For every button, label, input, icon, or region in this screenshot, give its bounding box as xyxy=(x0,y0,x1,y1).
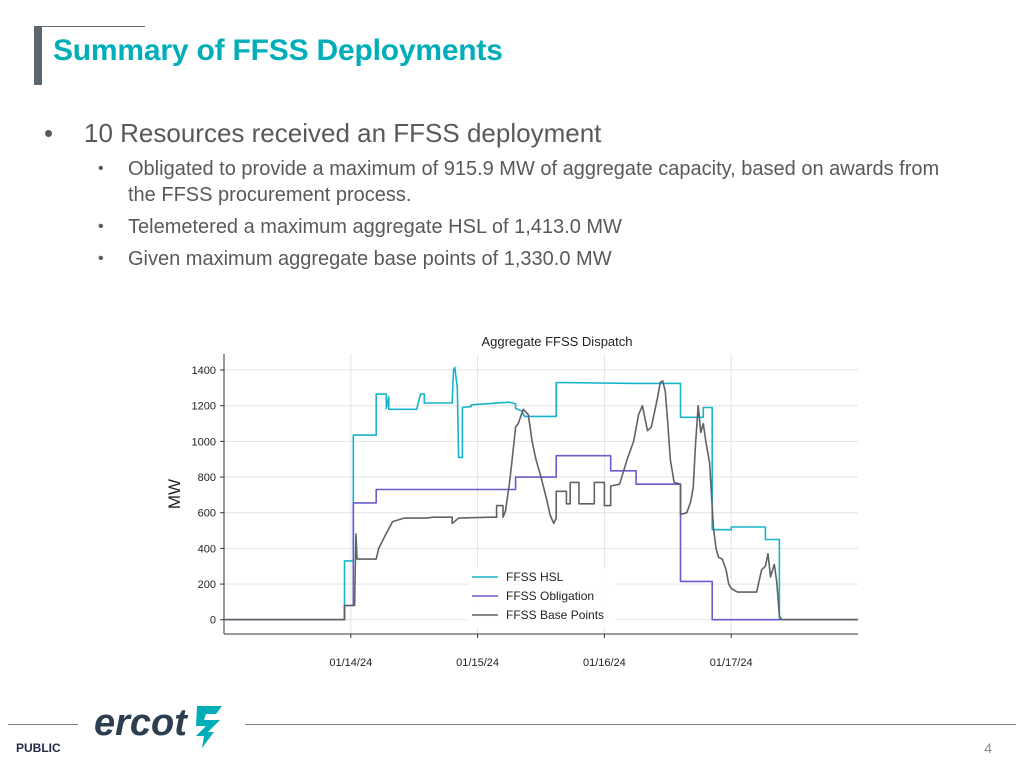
dispatch-chart: Aggregate FFSS Dispatch 0 200 400 600 800 1000… xyxy=(150,326,870,676)
legend-label: FFSS HSL xyxy=(506,570,564,584)
page-number: 4 xyxy=(984,740,992,756)
y-axis-label: MW xyxy=(165,479,184,509)
y-tick-label: 600 xyxy=(198,508,216,520)
series-line-2 xyxy=(224,380,858,621)
main-bullet-text: 10 Resources received an FFSS deployment xyxy=(84,118,602,148)
sub-bullet-text: Given maximum aggregate base points of 1… xyxy=(128,248,612,270)
logo-wordmark: ercot xyxy=(94,702,188,744)
sub-bullet: • Given maximum aggregate base points of… xyxy=(44,246,964,272)
y-tick-label: 800 xyxy=(198,472,216,484)
chart-svg: Aggregate FFSS Dispatch 0 200 400 600 800 1000… xyxy=(165,334,858,669)
x-tick-label: 01/14/24 xyxy=(329,657,372,669)
classification-label: PUBLIC xyxy=(16,741,61,755)
bullet-dot: • xyxy=(98,218,104,235)
chart-title: Aggregate FFSS Dispatch xyxy=(481,334,632,349)
slide-title: Summary of FFSS Deployments xyxy=(53,34,503,67)
sub-bullet-text: Obligated to provide a maximum of 915.9 … xyxy=(128,158,940,206)
y-tick-label: 0 xyxy=(210,615,216,627)
sub-bullet-text: Telemetered a maximum aggregate HSL of 1… xyxy=(128,216,622,238)
x-tick-label: 01/16/24 xyxy=(583,657,626,669)
footer-rule-right xyxy=(245,724,1016,725)
y-tick-label: 1000 xyxy=(192,436,216,448)
title-accent-bar xyxy=(34,27,42,85)
series-line-1 xyxy=(224,454,858,621)
bullet-list: • 10 Resources received an FFSS deployme… xyxy=(44,116,964,272)
y-tick-label: 1400 xyxy=(192,365,216,377)
legend-label: FFSS Obligation xyxy=(506,589,594,603)
bullet-dot: • xyxy=(98,160,104,177)
ercot-logo: ercot xyxy=(94,702,222,748)
logo-bolt-icon xyxy=(196,706,222,748)
sub-bullet: • Telemetered a maximum aggregate HSL of… xyxy=(44,214,964,240)
sub-bullet: • Obligated to provide a maximum of 915.… xyxy=(44,156,964,208)
y-tick-label: 400 xyxy=(198,543,216,555)
x-tick-label: 01/15/24 xyxy=(456,657,499,669)
bullet-dot: • xyxy=(98,250,104,267)
y-tick-label: 1200 xyxy=(192,401,216,413)
x-tick-label: 01/17/24 xyxy=(710,657,753,669)
legend-box xyxy=(468,568,616,628)
bullet-dot: • xyxy=(44,118,54,148)
main-bullet: • 10 Resources received an FFSS deployme… xyxy=(44,116,964,150)
footer-rule-left xyxy=(8,724,78,725)
y-tick-label: 200 xyxy=(198,579,216,591)
series-line-0 xyxy=(224,366,858,621)
title-top-rule xyxy=(34,26,145,27)
legend-label: FFSS Base Points xyxy=(506,608,604,622)
